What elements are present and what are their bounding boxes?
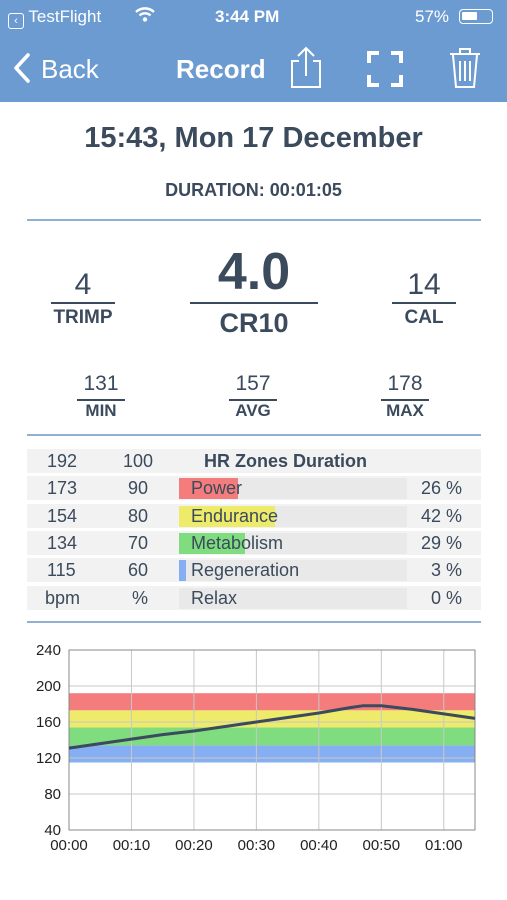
zones-header-row: 192 100 HR Zones Duration: [27, 449, 481, 473]
zone-bpm: 192: [47, 451, 78, 471]
zones-title: HR Zones Duration: [204, 451, 368, 471]
x-tick-label: 01:00: [425, 837, 463, 854]
record-duration: DURATION: 00:01:05: [165, 180, 342, 200]
divider: [27, 621, 481, 623]
zone-band: [69, 693, 475, 711]
x-tick-label: 00:40: [300, 837, 338, 854]
hr-avg-underline: [229, 399, 277, 401]
zone-value: 29 %: [421, 533, 463, 553]
hr-avg-value: 157: [235, 372, 271, 395]
trimp-label: TRIMP: [53, 307, 113, 328]
trimp-value: 4: [74, 268, 92, 301]
zone-bar-power: [179, 478, 239, 499]
zone-track: [179, 560, 407, 581]
back-label: Back: [41, 54, 99, 84]
cr10-value: 4.0: [217, 243, 291, 301]
zone-bpm: 173: [47, 478, 78, 498]
status-bar: ‹ TestFlight 3:44 PM 57%: [0, 0, 507, 34]
zone-row-power: 173 90 Power 26 %: [27, 476, 481, 500]
share-icon: [291, 46, 321, 88]
zone-pct: 60: [128, 560, 149, 580]
zone-pct: 70: [128, 533, 149, 553]
battery-icon: [459, 9, 493, 24]
hr-max-underline: [381, 399, 429, 401]
zone-bar-endurance: [179, 506, 275, 527]
zone-row-regeneration: 115 60 Regeneration 3 %: [27, 558, 481, 582]
trash-icon: [450, 48, 480, 88]
zone-bar-metabolism: [179, 533, 246, 554]
hr-avg-label: AVG: [235, 401, 271, 420]
chevron-left-icon: [14, 53, 30, 83]
hr-min-value: 131: [83, 372, 119, 395]
cal-underline: [392, 302, 456, 304]
zone-track: [179, 588, 407, 609]
zone-name: Endurance: [191, 506, 279, 526]
share-button[interactable]: [288, 46, 324, 90]
zone-bar-regeneration: [179, 560, 186, 581]
back-to-app-link[interactable]: ‹ TestFlight: [8, 7, 101, 29]
fullscreen-icon: [367, 51, 403, 87]
zone-row-relax: bpm % Relax 0 %: [27, 586, 481, 610]
x-tick-label: 00:10: [113, 837, 151, 854]
x-tick-label: 00:00: [50, 837, 88, 854]
zone-value: 3 %: [431, 560, 463, 580]
cr10-label: CR10: [219, 308, 289, 338]
cal-value: 14: [407, 268, 441, 301]
heart-rate-line: [68, 704, 476, 750]
page-title: Record: [176, 54, 266, 84]
wifi-icon: [134, 5, 156, 28]
zone-name: Relax: [191, 588, 238, 608]
y-tick-label: 160: [36, 714, 61, 731]
hr-max-label: MAX: [386, 401, 424, 420]
zone-pct: 90: [128, 478, 149, 498]
zone-pct: 100: [123, 451, 154, 471]
zone-name: Power: [191, 478, 243, 498]
plot-border: [68, 649, 476, 831]
y-tick-label: 40: [44, 822, 61, 839]
divider: [27, 219, 481, 221]
fullscreen-button[interactable]: [366, 50, 404, 88]
zone-name: Metabolism: [191, 533, 284, 553]
x-tick-label: 00:30: [238, 837, 276, 854]
zone-bpm: 134: [47, 533, 78, 553]
nav-bar: Back Record: [0, 34, 507, 102]
zone-band: [69, 727, 475, 746]
y-tick-label: 120: [36, 750, 61, 767]
zone-band: [69, 745, 475, 763]
divider: [27, 434, 481, 436]
cal-label: CAL: [404, 307, 444, 328]
zone-bpm: 115: [47, 560, 76, 580]
zone-bpm: 154: [47, 506, 78, 526]
zone-unit-bpm: bpm: [45, 588, 81, 608]
back-app-label: TestFlight: [28, 7, 102, 26]
hr-min-label: MIN: [85, 401, 117, 420]
zone-row-metabolism: 134 70 Metabolism 29 %: [27, 531, 481, 555]
y-tick-label: 240: [36, 642, 61, 659]
zone-row-endurance: 154 80 Endurance 42 %: [27, 504, 481, 528]
battery-level: [462, 12, 477, 20]
zone-value: 26 %: [421, 478, 463, 498]
x-tick-label: 00:50: [363, 837, 401, 854]
zone-unit-pct: %: [132, 588, 149, 608]
delete-button[interactable]: [448, 46, 482, 90]
zone-value: 42 %: [421, 506, 463, 526]
zone-pct: 80: [128, 506, 149, 526]
trimp-underline: [51, 302, 115, 304]
zone-name: Regeneration: [191, 560, 300, 580]
back-chevron-icon: ‹: [8, 13, 24, 29]
hr-min-underline: [77, 399, 125, 401]
heart-rate-chart: 40 80 120 160 200 240 00:00 00:10 00:20 00:30 00:4…: [36, 642, 476, 854]
record-datetime: 15:43, Mon 17 December: [84, 122, 423, 154]
zone-value: 0 %: [431, 588, 463, 608]
cr10-underline: [190, 302, 318, 304]
clock: 3:44 PM: [215, 7, 280, 26]
battery-percent: 57%: [415, 7, 450, 26]
x-tick-label: 00:20: [175, 837, 213, 854]
y-tick-label: 80: [44, 786, 61, 803]
y-tick-label: 200: [36, 678, 61, 695]
hr-max-value: 178: [387, 372, 423, 395]
